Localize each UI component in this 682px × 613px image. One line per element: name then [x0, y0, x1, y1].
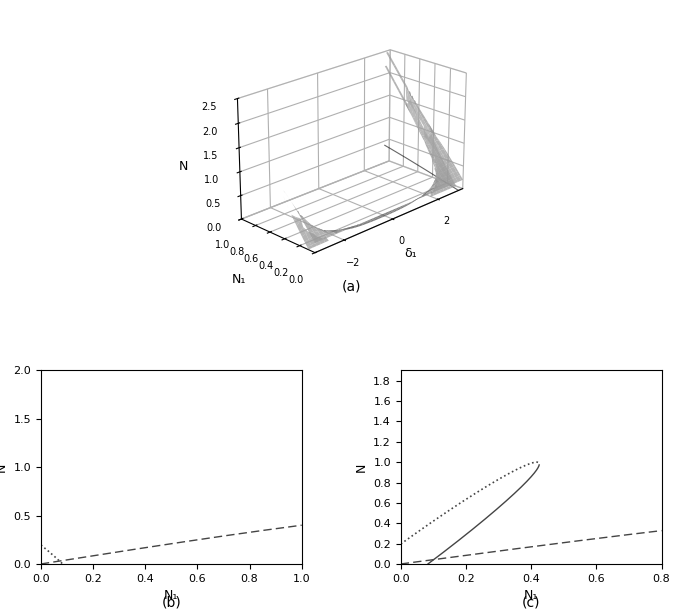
Text: (c): (c): [522, 595, 540, 609]
Text: (a): (a): [342, 279, 361, 293]
Y-axis label: N: N: [355, 463, 368, 472]
X-axis label: δ₁: δ₁: [404, 248, 417, 261]
Text: (b): (b): [162, 595, 181, 609]
Y-axis label: N: N: [0, 463, 8, 472]
Y-axis label: N₁: N₁: [232, 273, 246, 286]
X-axis label: N₁: N₁: [524, 589, 538, 602]
X-axis label: N₁: N₁: [164, 589, 179, 602]
